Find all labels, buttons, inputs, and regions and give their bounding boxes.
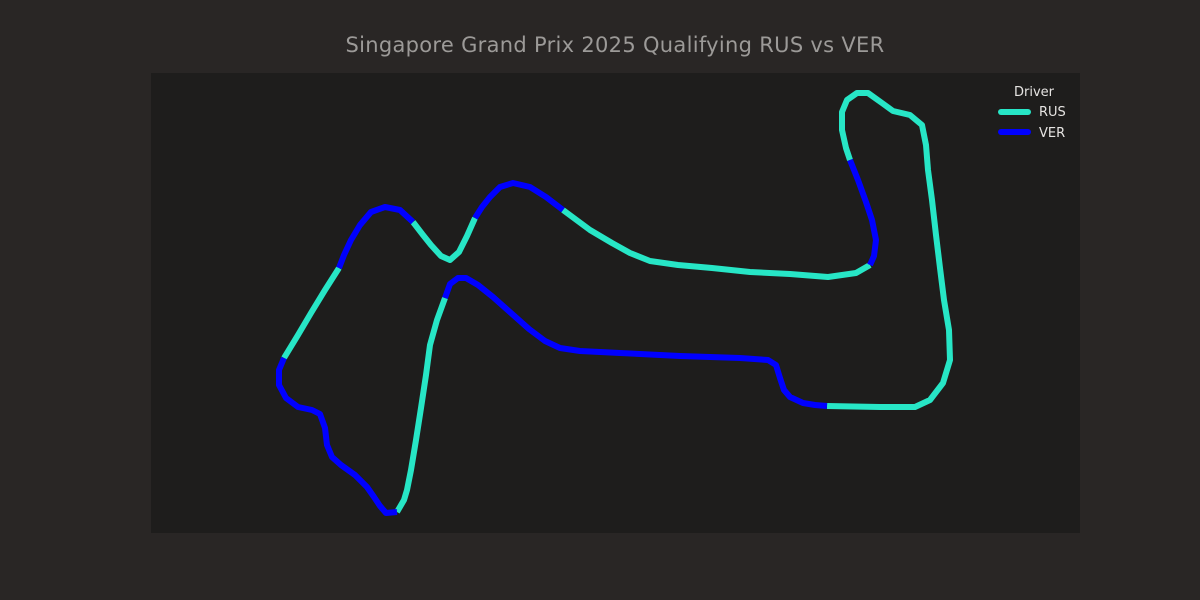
chart-title: Singapore Grand Prix 2025 Qualifying RUS… [345,33,885,57]
legend-label-rus: RUS [1039,105,1066,120]
legend[interactable]: Driver RUS VER [998,85,1066,141]
track-segment-rus-3 [410,216,478,263]
track-segment-ver-4 [276,356,398,516]
track-segment-rus-5 [394,296,448,514]
track-segment-rus-2 [561,207,872,280]
track-segment-ver-2 [472,180,565,220]
track-segment-ver-5 [442,275,828,409]
track-layer [276,90,953,516]
track-segment-rus-4 [281,266,342,360]
plot-area [151,73,1080,533]
track-segment-ver-1 [847,158,879,267]
legend-label-ver: VER [1039,126,1065,141]
track-segment-rus-1 [826,90,953,410]
track-segment-ver-3 [336,204,416,270]
legend-title: Driver [1014,85,1055,100]
